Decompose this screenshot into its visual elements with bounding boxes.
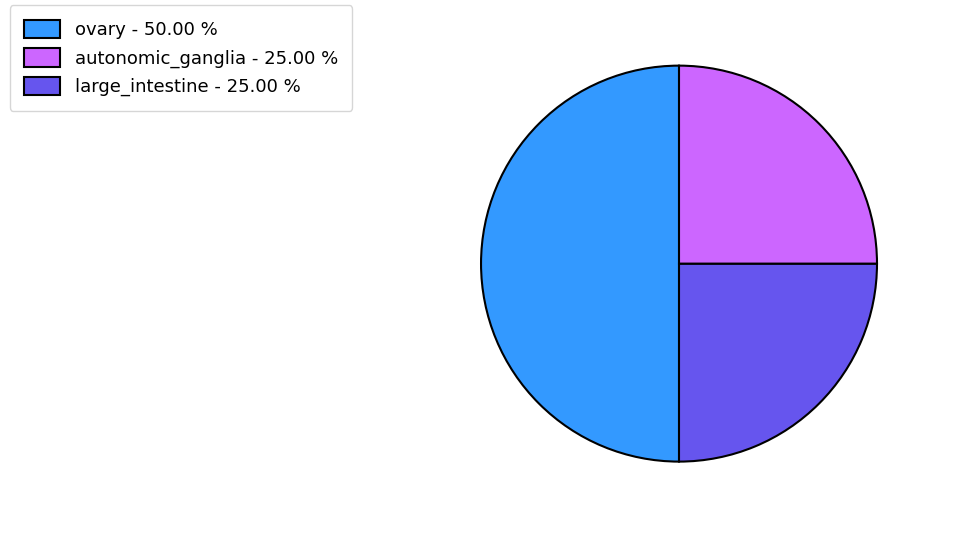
Wedge shape <box>481 66 679 462</box>
Legend: ovary - 50.00 %, autonomic_ganglia - 25.00 %, large_intestine - 25.00 %: ovary - 50.00 %, autonomic_ganglia - 25.… <box>10 5 353 111</box>
Wedge shape <box>679 66 877 264</box>
Wedge shape <box>679 264 877 462</box>
